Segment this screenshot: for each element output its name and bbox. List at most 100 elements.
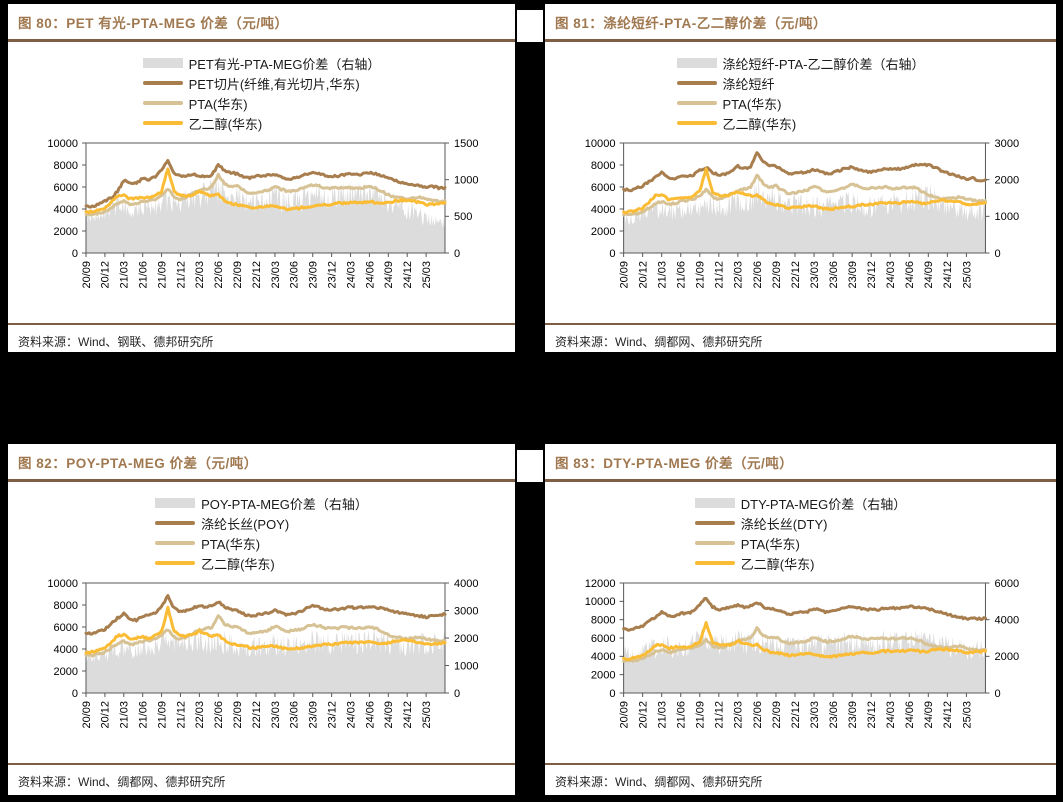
left-tick-label: 10000 <box>47 138 78 150</box>
x-tick-label: 21/12 <box>714 701 726 729</box>
area-series <box>86 628 445 693</box>
figure-82-source: 资料来源：Wind、绸都网、德邦研究所 <box>18 775 226 789</box>
left-tick-label: 6000 <box>54 182 78 194</box>
legend-item: 乙二醇(华东) <box>694 553 815 573</box>
x-tick-label: 21/03 <box>657 701 669 729</box>
right-tick-label: 2000 <box>454 633 478 645</box>
x-tick-label: 22/03 <box>733 701 745 729</box>
legend-line-swatch <box>694 521 735 525</box>
x-tick-label: 25/03 <box>961 261 973 289</box>
right-tick-label: 3000 <box>995 138 1020 150</box>
line-series <box>84 594 447 636</box>
left-tick-label: 2000 <box>591 226 616 238</box>
legend-line-swatch <box>155 541 196 545</box>
x-tick-label: 23/09 <box>308 261 320 289</box>
x-tick-label: 21/03 <box>119 261 131 289</box>
x-tick-label: 24/03 <box>885 261 897 289</box>
figure-82-chart: 0 2000 4000 6000 8000 10000 0 1000 2000 3000 4000 2… <box>47 578 478 729</box>
x-tick-label: 23/12 <box>326 261 338 289</box>
x-tick-label: 23/03 <box>270 261 282 289</box>
title-rule <box>545 39 1056 42</box>
x-tick-label: 20/12 <box>638 701 650 729</box>
legend-label: PET有光-PTA-MEG价差（右轴） <box>188 56 381 72</box>
x-tick-label: 20/09 <box>81 701 93 729</box>
legend-line-swatch <box>142 121 183 125</box>
legend-area-swatch <box>676 58 717 68</box>
line-series <box>622 626 987 663</box>
x-tick-label: 22/12 <box>790 261 802 289</box>
figure-83-legend: DTY-PTA-MEG价差（右轴） 涤纶长丝(DTY) PTA(华东) 乙二醇(华东) <box>545 493 1056 577</box>
figure-81-title: 图 81：涤纶短纤-PTA-乙二醇价差（元/吨） <box>555 16 828 31</box>
x-tick-label: 21/03 <box>657 261 669 289</box>
right-tick-label: 2000 <box>995 175 1020 187</box>
x-tick-label: 23/09 <box>847 261 859 289</box>
x-tick-label: 25/03 <box>961 701 973 729</box>
legend-area-swatch <box>155 498 196 508</box>
legend-item: POY-PTA-MEG价差（右轴） <box>155 493 368 513</box>
legend-label: PTA(华东) <box>188 96 248 112</box>
figure-83-source: 资料来源：Wind、绸都网、德邦研究所 <box>555 775 763 789</box>
left-tick-label: 0 <box>609 688 615 700</box>
x-tick-label: 23/06 <box>828 701 840 729</box>
x-tick-label: 24/12 <box>402 701 414 729</box>
figure-83-chart-area: DTY-PTA-MEG价差（右轴） 涤纶长丝(DTY) PTA(华东) 乙二醇(华东)… <box>545 482 1056 761</box>
x-tick-label: 22/03 <box>733 261 745 289</box>
figure-83-chart: 0 2000 4000 6000 8000 10000 12000 0 2000 4000 6000… <box>585 578 1020 729</box>
x-tick-label: 21/12 <box>175 261 187 289</box>
x-tick-label: 24/12 <box>942 261 954 289</box>
x-tick-label: 24/06 <box>904 701 916 729</box>
x-tick-label: 20/12 <box>638 261 650 289</box>
right-tick-label: 1000 <box>454 660 478 672</box>
x-tick-label: 22/12 <box>790 701 802 729</box>
legend-label: PET切片(纤维,有光切片,华东) <box>188 76 360 92</box>
legend-label: 乙二醇(华东) <box>740 556 815 572</box>
title-rule <box>8 479 515 482</box>
legend-label: 涤纶短纤-PTA-乙二醇价差（右轴） <box>722 56 925 72</box>
left-tick-label: 4000 <box>591 651 616 663</box>
figure-83-title: 图 83：DTY-PTA-MEG 价差（元/吨） <box>555 456 794 471</box>
right-tick-label: 0 <box>454 248 460 260</box>
right-tick-label: 6000 <box>995 578 1020 590</box>
right-tick-label: 0 <box>995 688 1001 700</box>
x-tick-label: 24/09 <box>923 261 935 289</box>
area-series <box>86 175 445 253</box>
legend-label: PTA(华东) <box>722 96 782 112</box>
figure-80-title: 图 80：PET 有光-PTA-MEG 价差（元/吨） <box>18 16 289 31</box>
x-tick-label: 23/06 <box>828 261 840 289</box>
legend-label: DTY-PTA-MEG价差（右轴） <box>740 496 907 512</box>
legend-item: 乙二醇(华东) <box>155 553 275 573</box>
legend-line-swatch <box>676 121 717 125</box>
left-tick-label: 2000 <box>54 226 78 238</box>
legend-label: PTA(华东) <box>201 536 261 552</box>
x-tick-label: 24/12 <box>402 261 414 289</box>
left-tick-label: 0 <box>72 248 78 260</box>
x-tick-label: 23/12 <box>866 261 878 289</box>
figure-81-chart: 0 2000 4000 6000 8000 10000 0 1000 2000 3000 20/09… <box>585 138 1020 289</box>
gutter-block <box>517 450 543 482</box>
right-tick-label: 4000 <box>454 578 478 590</box>
figure-80-legend: PET有光-PTA-MEG价差（右轴） PET切片(纤维,有光切片,华东) PTA(… <box>8 53 515 137</box>
figure-82-panel: 图 82：POY-PTA-MEG 价差（元/吨） POY-PTA-MEG价差（右… <box>8 444 515 795</box>
legend-line-swatch <box>142 101 183 105</box>
line-series <box>84 158 447 209</box>
x-tick-label: 24/06 <box>364 261 376 289</box>
x-tick-label: 24/03 <box>345 701 357 729</box>
source-rule <box>8 763 515 765</box>
x-tick-label: 25/03 <box>421 701 433 729</box>
x-tick-label: 24/12 <box>942 701 954 729</box>
source-rule <box>545 323 1056 325</box>
figure-82-title: 图 82：POY-PTA-MEG 价差（元/吨） <box>18 456 258 471</box>
x-tick-label: 21/12 <box>714 261 726 289</box>
left-tick-label: 4000 <box>54 204 78 216</box>
legend-label: 涤纶长丝(DTY) <box>740 516 828 532</box>
legend-item: PTA(华东) <box>694 533 800 553</box>
legend-item: PET有光-PTA-MEG价差（右轴） <box>142 53 381 73</box>
x-tick-label: 24/09 <box>383 701 395 729</box>
right-tick-label: 1500 <box>454 138 478 150</box>
x-tick-label: 21/06 <box>676 261 688 289</box>
line-series <box>622 621 987 662</box>
x-tick-label: 22/09 <box>232 261 244 289</box>
left-tick-label: 10000 <box>585 596 616 608</box>
line-series <box>84 605 447 655</box>
gutter-block <box>517 10 543 42</box>
